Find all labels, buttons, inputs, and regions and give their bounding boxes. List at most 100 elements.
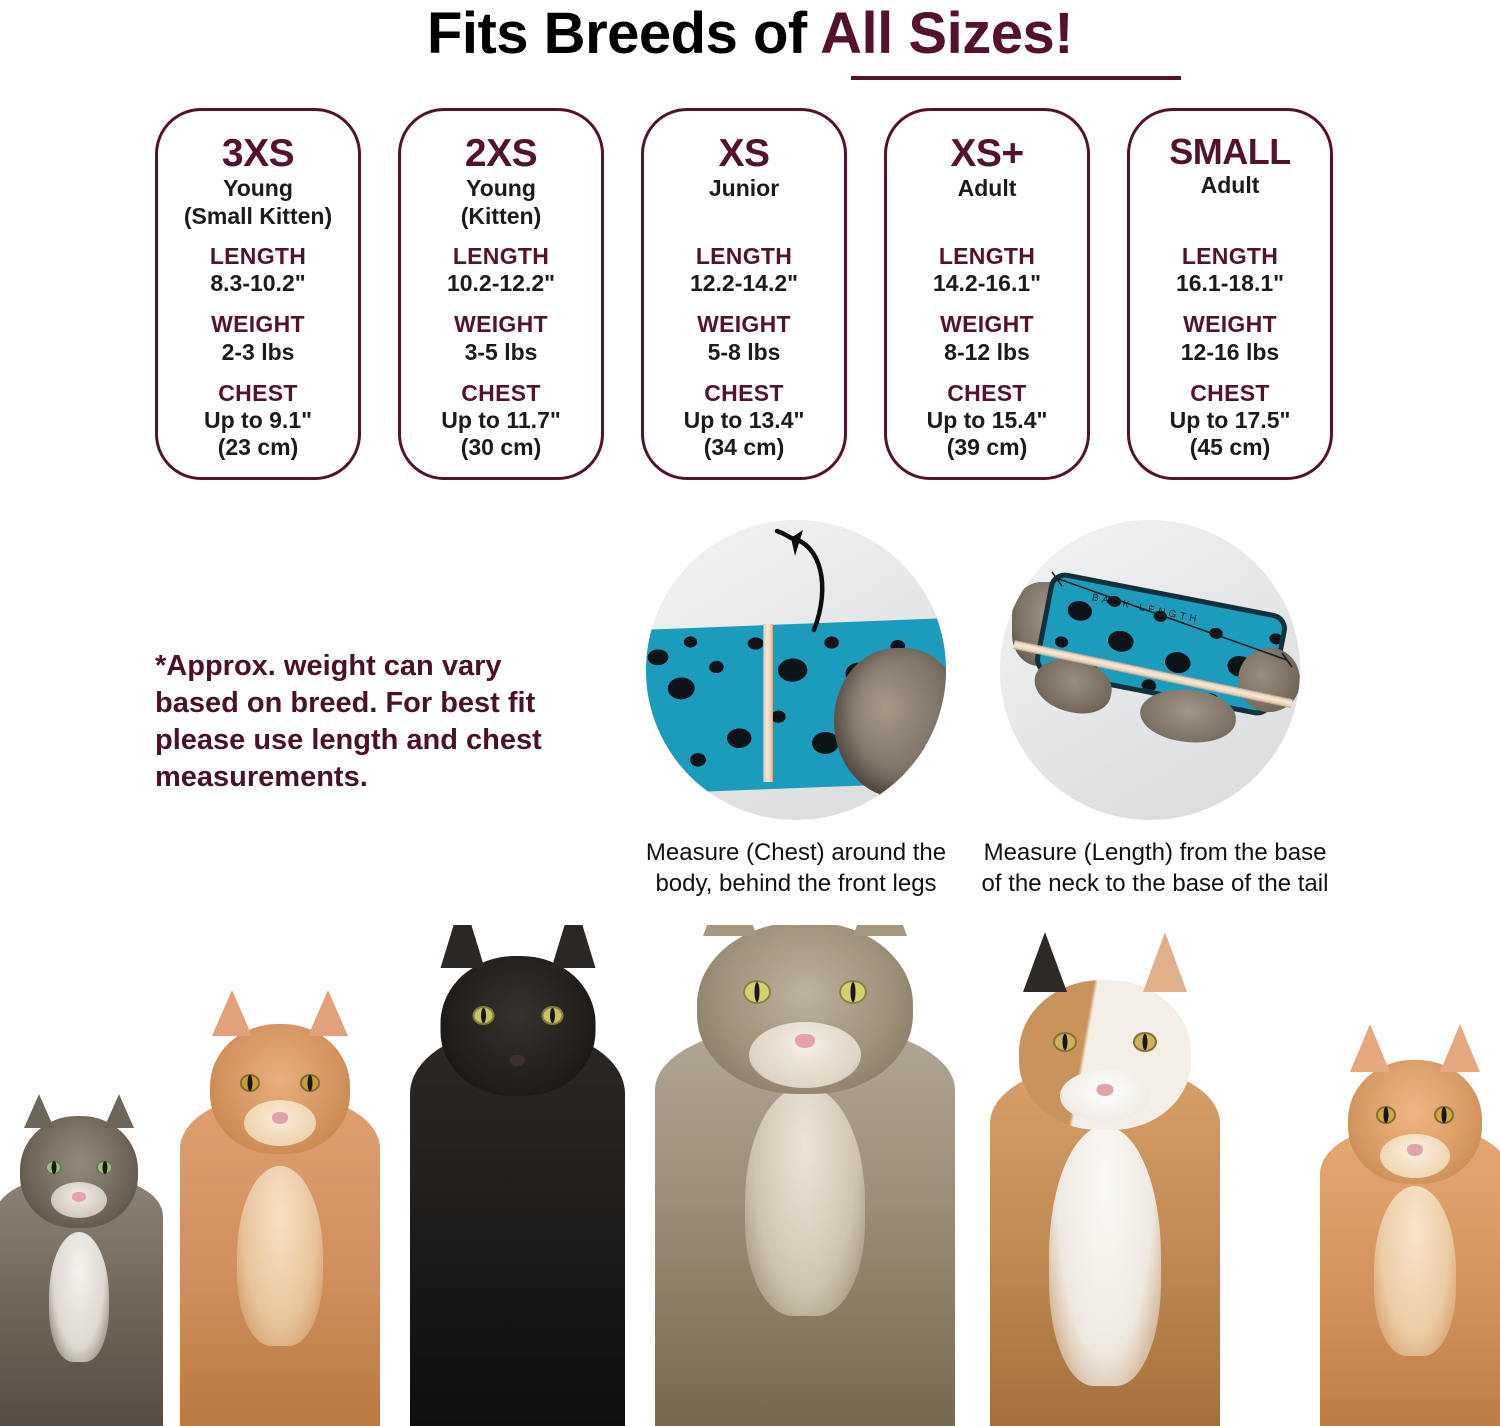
cat-chest-fur xyxy=(745,1086,865,1316)
measurement-chest: CHEST Up to 15.4" (39 cm) xyxy=(887,380,1087,461)
measurement-value: 10.2-12.2" xyxy=(446,270,556,297)
measurement-label: WEIGHT xyxy=(697,311,791,338)
page-title: Fits Breeds of All Sizes! xyxy=(0,1,1500,66)
measurement-weight: WEIGHT 12-16 lbs xyxy=(1130,311,1330,365)
cat-eye-left xyxy=(1376,1106,1396,1124)
length-measure-caption: Measure (Length) from the base of the ne… xyxy=(981,839,1329,897)
measurement-length: LENGTH 10.2-12.2" xyxy=(401,243,601,297)
cat-ear-left xyxy=(703,925,757,936)
size-card-name: XS xyxy=(718,132,770,175)
measurement-weight: WEIGHT 2-3 lbs xyxy=(158,311,358,365)
measurement-label: WEIGHT xyxy=(454,311,548,338)
measurement-length: LENGTH 16.1-18.1" xyxy=(1130,243,1330,297)
cat-muzzle xyxy=(1380,1134,1450,1178)
size-card-measurements: LENGTH 10.2-12.2" WEIGHT 3-5 lbs CHEST U… xyxy=(401,243,601,461)
cat-ear-right xyxy=(551,925,595,968)
page-title-accent: All Sizes! xyxy=(820,1,1074,66)
measurement-value-metric: (34 cm) xyxy=(703,433,785,460)
size-card-2xs[interactable]: 2XS Young (Kitten) LENGTH 10.2-12.2" WEI… xyxy=(398,108,604,480)
cat-head xyxy=(20,1094,138,1228)
cat-chest-fur xyxy=(1049,1126,1161,1386)
measurement-value: 5-8 lbs xyxy=(707,338,781,365)
measurement-weight: WEIGHT 5-8 lbs xyxy=(644,311,844,365)
measurement-value: 8-12 lbs xyxy=(944,338,1030,365)
cat-black xyxy=(410,925,625,1426)
cat-eye-left xyxy=(240,1074,260,1092)
cat-eye-right xyxy=(1133,1032,1157,1052)
cat-nose xyxy=(1096,1084,1114,1096)
measurement-value-metric: (30 cm) xyxy=(460,433,542,460)
cat-ear-right xyxy=(104,1094,134,1128)
row-of-six-cats xyxy=(0,925,1500,1426)
cat-muzzle xyxy=(1060,1070,1150,1122)
cat-eye-right xyxy=(96,1160,113,1175)
size-card-name: 3XS xyxy=(221,132,295,175)
cat-chest-fur xyxy=(1374,1186,1456,1356)
length-measure-photo-block: BACK LENGTH Measure (Length) from the ba… xyxy=(982,520,1330,899)
measurement-length: LENGTH 14.2-16.1" xyxy=(887,243,1087,297)
cat-nose xyxy=(1407,1144,1423,1156)
size-chart-cards: 3XS Young (Small Kitten) LENGTH 8.3-10.2… xyxy=(155,108,1377,480)
cat-chest-fur xyxy=(237,1166,323,1346)
cat-nose xyxy=(795,1034,815,1048)
measurement-value: 8.3-10.2" xyxy=(210,270,306,297)
cat-ear-left xyxy=(24,1094,54,1128)
size-card-xs-plus[interactable]: XS+ Adult LENGTH 14.2-16.1" WEIGHT 8-12 … xyxy=(884,108,1090,480)
size-card-xs[interactable]: XS Junior LENGTH 12.2-14.2" WEIGHT 5-8 l… xyxy=(641,108,847,480)
measurement-value: 3-5 lbs xyxy=(464,338,538,365)
measurement-value: Up to 11.7" xyxy=(441,406,561,433)
cat-ear-right xyxy=(853,925,907,936)
cat-long-hair-tabby xyxy=(655,925,955,1426)
cat-head xyxy=(210,990,350,1154)
size-card-age-line2: (Small Kitten) xyxy=(183,203,333,229)
size-card-small[interactable]: SMALL Adult LENGTH 16.1-18.1" WEIGHT 12-… xyxy=(1127,108,1333,480)
chest-measure-caption: Measure (Chest) around the body, behind … xyxy=(645,839,947,897)
measurement-label: LENGTH xyxy=(695,243,793,270)
weight-disclaimer-text: *Approx. weight can vary based on breed.… xyxy=(155,650,542,794)
cat-orange-tabby-right xyxy=(1320,1024,1500,1426)
size-card-measurements: LENGTH 16.1-18.1" WEIGHT 12-16 lbs CHEST… xyxy=(1130,243,1330,461)
size-card-name: SMALL xyxy=(1169,131,1291,172)
chest-measure-photo-block: Measure (Chest) around the body, behind … xyxy=(646,520,968,899)
cat-eye-left xyxy=(45,1160,62,1175)
cat-orange-tabby-left xyxy=(180,990,380,1426)
measurement-label: CHEST xyxy=(218,379,298,406)
measurement-label: WEIGHT xyxy=(940,311,1034,338)
cat-tabby-kitten xyxy=(0,1094,163,1426)
measurement-value: 2-3 lbs xyxy=(221,338,295,365)
title-underline xyxy=(851,76,1181,80)
dimension-line-icon xyxy=(1051,571,1293,668)
size-card-age-line2: (Kitten) xyxy=(460,203,542,229)
cat-eye-right xyxy=(300,1074,320,1092)
size-card-name: 2XS xyxy=(464,132,538,175)
down-arrow-icon xyxy=(774,528,825,633)
size-card-measurements: LENGTH 8.3-10.2" WEIGHT 2-3 lbs CHEST Up… xyxy=(158,243,358,461)
measurement-value: Up to 17.5" xyxy=(1169,406,1291,433)
size-card-3xs[interactable]: 3XS Young (Small Kitten) LENGTH 8.3-10.2… xyxy=(155,108,361,480)
measurement-chest: CHEST Up to 17.5" (45 cm) xyxy=(1130,380,1330,461)
page-header: Fits Breeds of All Sizes! xyxy=(0,1,1500,66)
cat-eye-right xyxy=(839,980,867,1004)
cat-eye-left xyxy=(472,1006,494,1025)
measurement-label: CHEST xyxy=(461,379,541,406)
measurement-value: 12-16 lbs xyxy=(1180,338,1280,365)
cat-eye-left xyxy=(1053,1032,1077,1052)
page-title-primary: Fits Breeds of xyxy=(426,1,821,66)
size-card-age-line1: Adult xyxy=(1200,172,1260,199)
cat-nose xyxy=(510,1055,525,1066)
measurement-label: CHEST xyxy=(947,379,1027,406)
measurement-value: 14.2-16.1" xyxy=(932,270,1042,297)
size-card-age-line1: Young xyxy=(466,175,536,202)
cat-head xyxy=(1019,932,1191,1130)
cat-eye-left xyxy=(743,980,771,1004)
measurement-length: LENGTH 8.3-10.2" xyxy=(158,243,358,297)
size-card-age-line1: Young xyxy=(223,175,293,202)
cat-ear-left xyxy=(440,925,484,968)
measurement-value: Up to 13.4" xyxy=(683,406,805,433)
cat-ear-left xyxy=(1350,1024,1390,1072)
cat-nose xyxy=(272,1112,288,1124)
cat-ear-left xyxy=(212,990,252,1036)
size-card-measurements: LENGTH 14.2-16.1" WEIGHT 8-12 lbs CHEST … xyxy=(887,243,1087,461)
measurement-label: LENGTH xyxy=(1181,243,1279,270)
size-card-measurements: LENGTH 12.2-14.2" WEIGHT 5-8 lbs CHEST U… xyxy=(644,243,844,461)
